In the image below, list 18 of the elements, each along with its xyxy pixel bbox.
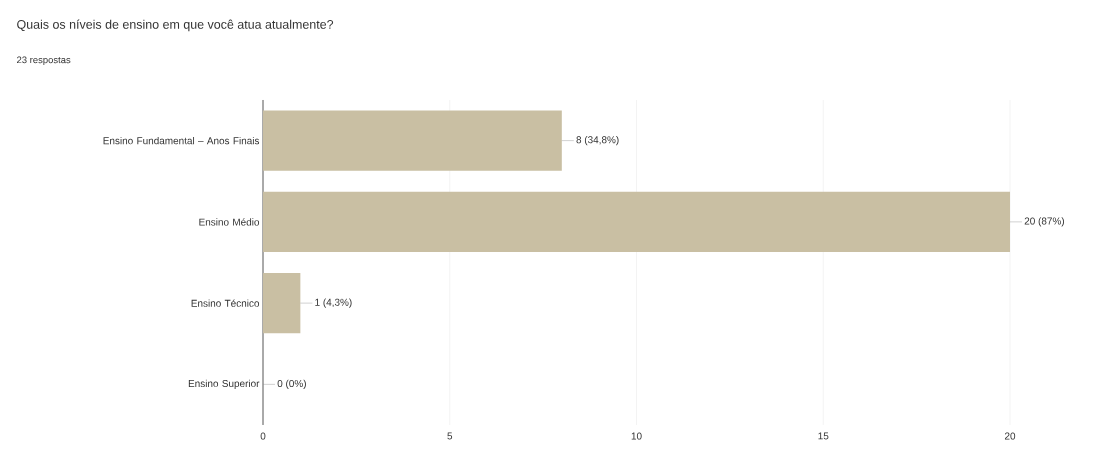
bar: [263, 191, 1011, 252]
y-tick-label: Ensino Técnico: [191, 299, 260, 307]
bar: [263, 273, 301, 334]
text: 23 respostas: [17, 56, 71, 66]
data-label: 8 (34,8%): [576, 135, 619, 146]
data-label: 1 (4,3%): [315, 298, 352, 308]
data-label: 0 (0%): [277, 379, 306, 389]
x-tick-label: 15: [818, 432, 829, 440]
x-tick-label: 10: [631, 432, 642, 440]
y-tick-label: Ensino Fundamental – Anos Finais: [103, 136, 260, 145]
chart-title: Quais os níveis de ensino em que você atua atualmente?: [17, 19, 334, 32]
y-tick-label: Ensino Médio: [199, 218, 260, 226]
x-tick-label: 20: [1004, 432, 1016, 440]
y-tick-label: Ensino Superior: [188, 379, 260, 389]
x-tick-label: 0: [260, 432, 266, 440]
data-label: 20 (87%): [1024, 217, 1064, 227]
bar: [263, 110, 562, 171]
x-tick-label: 5: [447, 432, 453, 440]
